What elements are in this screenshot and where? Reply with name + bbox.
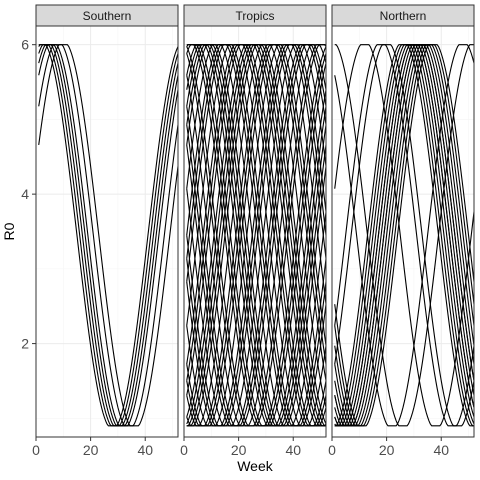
series-line-northern-16 (334, 44, 474, 427)
series-line-northern-7 (334, 44, 474, 427)
x-tick-label: 20 (231, 442, 247, 458)
series-lines (38, 44, 178, 427)
series-line-northern-14 (334, 44, 474, 427)
x-tick-label: 20 (379, 442, 395, 458)
facet-strip-label: Tropics (236, 9, 275, 23)
x-tick-label: 40 (137, 442, 153, 458)
series-line-northern-17 (334, 44, 474, 427)
series-line-tropics-18 (186, 44, 326, 427)
y-tick-label: 4 (21, 186, 29, 202)
series-line-northern-5 (334, 44, 474, 427)
x-tick-label: 0 (32, 442, 40, 458)
series-line-northern-3 (334, 44, 474, 427)
series-line-northern-2 (334, 44, 474, 427)
series-line-tropics-19 (186, 44, 326, 427)
y-axis-title: R0 (1, 222, 17, 240)
y-tick-label: 2 (21, 336, 29, 352)
x-axis-title: Week (237, 458, 274, 474)
series-line-northern-18 (334, 44, 474, 427)
series-line-southern-5 (38, 44, 178, 427)
facet-panel-tropics: Tropics 0 20 40 (180, 4, 327, 458)
series-line-northern-13 (334, 44, 474, 427)
series-line-tropics-34 (186, 44, 326, 427)
facet-strip-label: Northern (380, 9, 427, 23)
panel-border (183, 25, 327, 438)
series-line-southern-6 (38, 44, 178, 427)
x-tick-label: 40 (433, 442, 449, 458)
y-tick-label: 6 (21, 37, 29, 53)
series-line-southern-1 (38, 44, 178, 427)
facet-panel-southern: Southern 0 20 40 (32, 4, 179, 458)
x-tick-label: 0 (180, 442, 188, 458)
x-tick-label: 20 (83, 442, 99, 458)
series-line-tropics-30 (186, 44, 326, 427)
facet-strip-label: Southern (83, 9, 132, 23)
series-line-southern-4 (38, 44, 178, 427)
series-line-southern-2 (38, 44, 178, 427)
x-tick-label: 0 (328, 442, 336, 458)
series-line-tropics-23 (186, 44, 326, 427)
series-line-tropics-16 (186, 44, 326, 427)
facet-panel-northern: Northern 0 20 40 (328, 4, 475, 458)
series-line-tropics-20 (186, 44, 326, 427)
series-lines (186, 44, 326, 427)
series-line-tropics-31 (186, 44, 326, 427)
series-line-southern-3 (38, 44, 178, 427)
series-line-tropics-17 (186, 44, 326, 427)
facet-panels: Southern 0 20 40 Tropics 0 20 40 Northern 0 20 40 (32, 4, 475, 458)
panel-border (35, 25, 179, 438)
series-line-northern-12 (334, 44, 474, 427)
y-axis: 2 4 6 (21, 37, 36, 352)
series-line-tropics-22 (186, 44, 326, 427)
series-line-tropics-15 (186, 44, 326, 427)
panel-border (331, 25, 475, 438)
series-line-tropics-35 (186, 44, 326, 427)
series-line-tropics-33 (186, 44, 326, 427)
series-line-tropics-0 (186, 44, 326, 427)
series-lines (334, 44, 474, 427)
series-line-northern-11 (334, 44, 474, 427)
series-line-tropics-32 (186, 44, 326, 427)
series-line-tropics-24 (186, 44, 326, 427)
series-line-tropics-14 (186, 44, 326, 427)
series-line-southern-0 (38, 44, 178, 427)
x-tick-label: 40 (285, 442, 301, 458)
series-line-tropics-29 (186, 44, 326, 427)
